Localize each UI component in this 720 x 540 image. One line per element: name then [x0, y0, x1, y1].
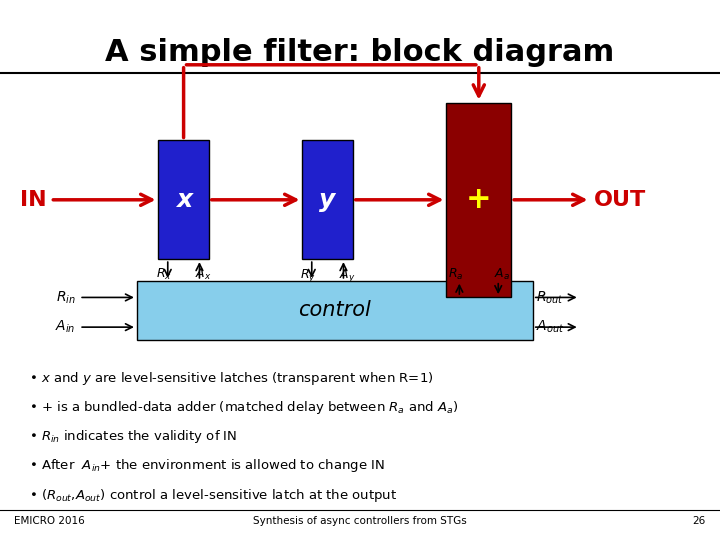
- Text: x: x: [176, 188, 192, 212]
- Text: • $+$ is a bundled-data adder (matched delay between $R_a$ and $A_a$): • $+$ is a bundled-data adder (matched d…: [29, 399, 458, 416]
- Text: +: +: [466, 185, 492, 214]
- Text: control: control: [298, 300, 372, 321]
- Text: $R_{out}$: $R_{out}$: [536, 289, 564, 306]
- FancyBboxPatch shape: [137, 281, 533, 340]
- Text: y: y: [320, 188, 336, 212]
- FancyBboxPatch shape: [446, 103, 511, 297]
- Text: $R_x$: $R_x$: [156, 267, 172, 282]
- Text: $R_a$: $R_a$: [448, 267, 464, 282]
- Text: • After  $A_{in}$+ the environment is allowed to change IN: • After $A_{in}$+ the environment is all…: [29, 457, 384, 474]
- Text: IN: IN: [20, 190, 47, 210]
- Text: $A_a$: $A_a$: [494, 267, 510, 282]
- Text: EMICRO 2016: EMICRO 2016: [14, 516, 85, 526]
- Text: $A_{out}$: $A_{out}$: [536, 319, 565, 335]
- Text: A simple filter: block diagram: A simple filter: block diagram: [105, 38, 615, 67]
- Text: $R_y$: $R_y$: [300, 267, 316, 284]
- FancyBboxPatch shape: [302, 140, 353, 259]
- Text: $R_{in}$: $R_{in}$: [55, 289, 76, 306]
- Text: $A_{in}$: $A_{in}$: [55, 319, 76, 335]
- Text: 26: 26: [693, 516, 706, 526]
- Text: OUT: OUT: [594, 190, 647, 210]
- Text: • $x$ and $y$ are level-sensitive latches (transparent when R=1): • $x$ and $y$ are level-sensitive latche…: [29, 370, 433, 387]
- FancyBboxPatch shape: [158, 140, 209, 259]
- Text: • $R_{in}$ indicates the validity of IN: • $R_{in}$ indicates the validity of IN: [29, 428, 237, 445]
- Text: $A_x$: $A_x$: [195, 267, 211, 282]
- Text: Synthesis of async controllers from STGs: Synthesis of async controllers from STGs: [253, 516, 467, 526]
- Text: $A_y$: $A_y$: [339, 267, 355, 284]
- Text: • ($R_{out}$,$A_{out}$) control a level-sensitive latch at the output: • ($R_{out}$,$A_{out}$) control a level-…: [29, 487, 397, 503]
